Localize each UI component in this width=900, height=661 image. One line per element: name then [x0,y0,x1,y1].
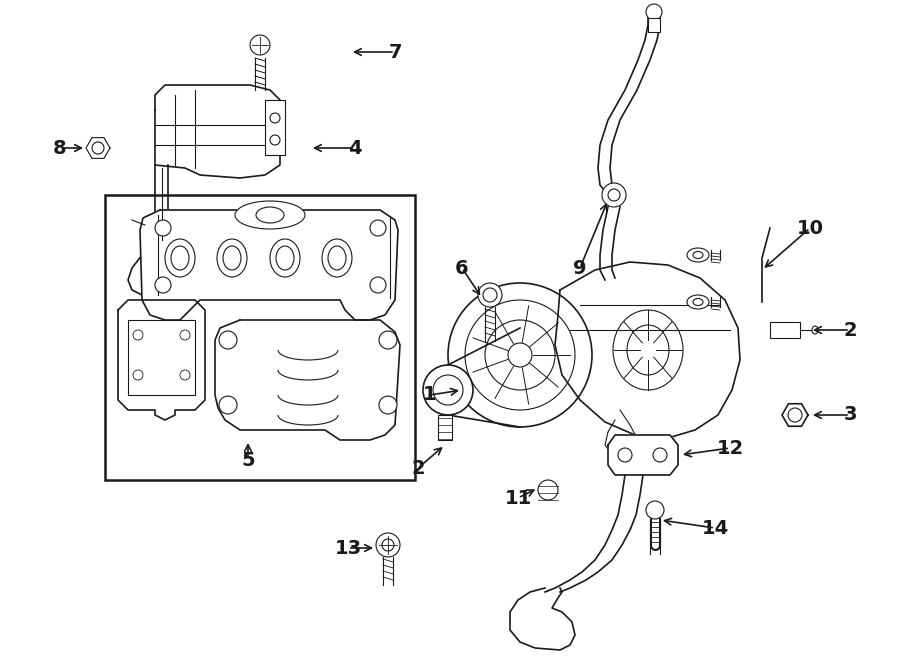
Text: 6: 6 [455,258,469,278]
Text: 1: 1 [423,385,436,405]
Circle shape [219,331,237,349]
Text: 2: 2 [411,459,425,477]
Bar [770,322,800,338]
Bar [105,195,415,480]
Text: 14: 14 [701,518,729,537]
Ellipse shape [687,248,709,262]
Text: 12: 12 [716,438,743,457]
Text: 4: 4 [348,139,362,157]
Polygon shape [86,137,110,159]
Circle shape [376,533,400,557]
Text: 3: 3 [843,405,857,424]
Ellipse shape [165,239,195,277]
Bar [438,415,452,440]
Circle shape [155,277,171,293]
Polygon shape [448,328,520,427]
Polygon shape [215,320,400,440]
Text: 8: 8 [53,139,67,157]
Circle shape [219,396,237,414]
Bar [265,100,285,155]
Circle shape [646,4,662,20]
Ellipse shape [217,239,247,277]
Circle shape [370,277,386,293]
Circle shape [250,35,270,55]
Text: 7: 7 [388,42,401,61]
Circle shape [478,283,502,307]
Bar [128,320,195,395]
Polygon shape [782,404,808,426]
Circle shape [370,220,386,236]
Polygon shape [155,85,280,178]
Circle shape [602,183,626,207]
Text: 13: 13 [335,539,362,557]
Ellipse shape [270,239,300,277]
Polygon shape [118,300,205,420]
Circle shape [448,283,592,427]
Polygon shape [608,435,678,475]
Polygon shape [140,210,398,320]
Text: 11: 11 [504,488,532,508]
Text: 2: 2 [843,321,857,340]
Text: 9: 9 [573,258,587,278]
Polygon shape [128,165,168,295]
Text: 10: 10 [796,219,824,237]
Circle shape [423,365,473,415]
Circle shape [538,480,558,500]
Ellipse shape [235,201,305,229]
Text: 5: 5 [241,451,255,469]
Polygon shape [555,262,740,438]
Ellipse shape [812,326,818,334]
Ellipse shape [322,239,352,277]
Bar [648,18,660,32]
Circle shape [155,220,171,236]
Circle shape [646,501,664,519]
Circle shape [379,331,397,349]
Circle shape [379,396,397,414]
Polygon shape [510,588,575,650]
Ellipse shape [687,295,709,309]
